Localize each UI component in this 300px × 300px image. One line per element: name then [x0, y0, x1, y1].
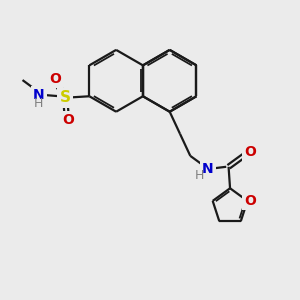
- Text: S: S: [60, 90, 71, 105]
- Text: H: H: [195, 169, 204, 182]
- Text: N: N: [202, 162, 214, 176]
- Text: O: O: [244, 194, 256, 208]
- Text: O: O: [49, 72, 61, 86]
- Text: H: H: [34, 97, 43, 110]
- Text: O: O: [62, 113, 74, 127]
- Text: N: N: [33, 88, 44, 102]
- Text: O: O: [244, 146, 256, 159]
